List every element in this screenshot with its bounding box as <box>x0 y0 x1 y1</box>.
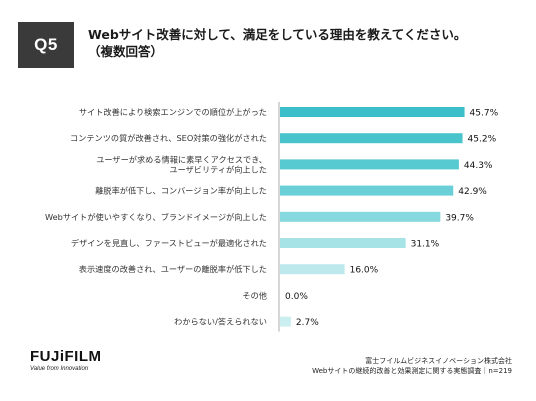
title-text: Webサイト改善に対して、満足をしている理由を教えてください。 <box>88 27 467 42</box>
title-subtitle: （複数回答） <box>88 44 164 59</box>
value-label: 44.3% <box>464 161 493 171</box>
bar <box>280 238 406 248</box>
category-label: デザインを見直し、ファーストビューが最適化された <box>71 238 267 248</box>
category-label: 離脱率が低下し、コンバージョン率が向上した <box>95 186 267 196</box>
bar <box>280 316 291 327</box>
category-label: わからない/答えられない <box>174 317 267 327</box>
logo-wordmark: FUJiFILM <box>30 348 102 365</box>
value-label: 31.1% <box>411 240 440 250</box>
bar <box>280 133 463 144</box>
logo-tagline: Value from Innovation <box>30 366 89 372</box>
value-label: 39.7% <box>445 213 474 223</box>
category-label: その他 <box>242 290 267 300</box>
category-label: 表示速度の改善され、ユーザーの離脱率が低下した <box>79 264 267 274</box>
source-note: 富士フイルムビジネスイノベーション株式会社 Webサイトの継続的改善と効果測定に… <box>312 356 512 376</box>
category-label: Webサイトが使いやすくなり、ブランドイメージが向上した <box>45 212 267 222</box>
value-label: 2.7% <box>296 318 319 328</box>
category-label: ユーザーが求める情報に素早くアクセスでき、ユーザビリティが向上した <box>96 154 267 174</box>
value-label: 16.0% <box>350 266 379 276</box>
bar <box>280 159 459 170</box>
category-label: コンテンツの質が改善され、SEO対策の強化がされた <box>70 133 267 143</box>
source-survey: Webサイトの継続的改善と効果測定に関する実態調査｜n=219 <box>312 367 512 375</box>
category-label: サイト改善により検索エンジンでの順位が上がった <box>79 107 267 117</box>
question-badge: Q5 <box>18 22 74 68</box>
question-title: Webサイト改善に対して、満足をしている理由を教えてください。 （複数回答） <box>88 26 508 60</box>
source-company: 富士フイルムビジネスイノベーション株式会社 <box>365 357 512 365</box>
value-label: 0.0% <box>285 292 308 302</box>
bar <box>280 264 345 275</box>
bar <box>280 185 454 196</box>
value-label: 42.9% <box>458 187 487 197</box>
bar <box>280 107 465 117</box>
bar <box>280 211 441 222</box>
value-label: 45.7% <box>470 109 499 119</box>
value-label: 45.2% <box>468 135 497 145</box>
brand-logo: FUJiFILM Value from Innovation <box>30 348 102 373</box>
